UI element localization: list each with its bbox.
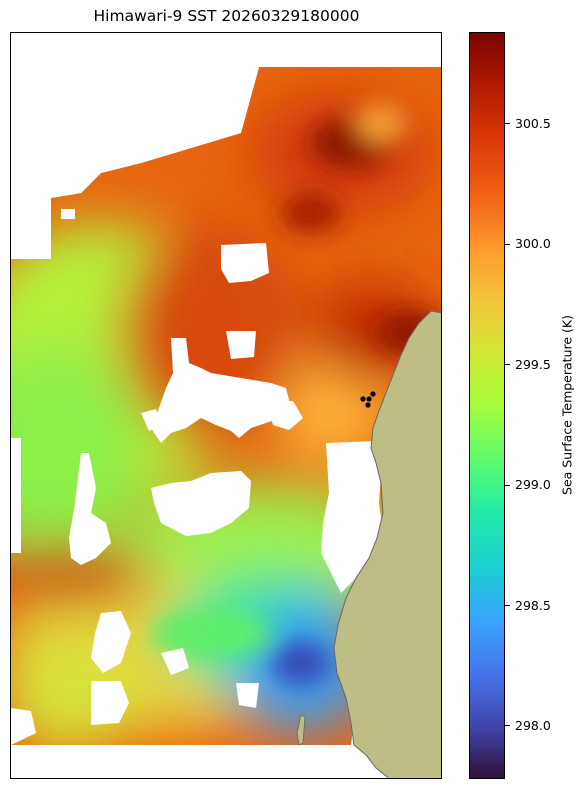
small-island [296, 714, 306, 746]
colorbar-tick-mark [505, 725, 510, 727]
station-marker [370, 391, 376, 397]
sst-field [11, 33, 441, 778]
colorbar-tick-label: 300.0 [515, 236, 551, 252]
colorbar-gradient [470, 33, 504, 778]
colorbar-tick-label: 300.5 [515, 115, 551, 131]
colorbar [469, 32, 505, 779]
colorbar-tick-label: 299.5 [515, 356, 551, 372]
map-title: Himawari-9 SST 20260329180000 [93, 7, 360, 25]
colorbar-tick-mark [505, 484, 510, 486]
station-markers [360, 391, 376, 408]
colorbar-tick-label: 298.5 [515, 597, 551, 613]
land-mass [333, 310, 441, 778]
sst-map [10, 32, 442, 779]
colorbar-tick-label: 298.0 [515, 717, 551, 733]
station-marker [360, 396, 366, 402]
station-marker [366, 396, 372, 402]
colorbar-tick-label: 299.0 [515, 477, 551, 493]
cloud-no-data [11, 33, 441, 778]
colorbar-tick-mark [505, 243, 510, 245]
colorbar-tick-mark [505, 605, 510, 606]
station-marker [365, 402, 371, 408]
colorbar-ticks: 298.0 298.5 299.0 299.5 300.0 300.5 [505, 32, 565, 779]
colorbar-tick-mark [505, 364, 510, 366]
colorbar-label: Sea Surface Temperature (K) [559, 315, 575, 495]
colorbar-tick-mark [505, 123, 510, 125]
